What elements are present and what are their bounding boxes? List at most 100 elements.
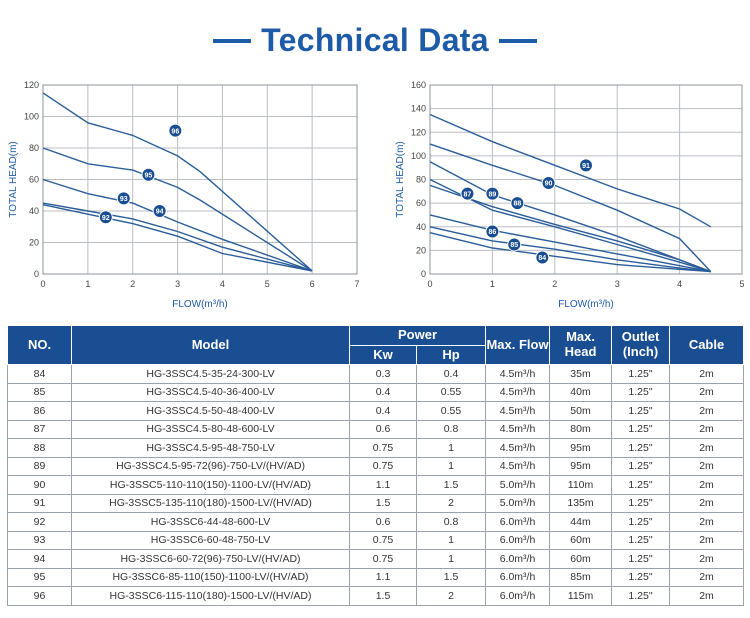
curve-94	[42, 202, 313, 272]
right-y-tick-label: 160	[411, 80, 426, 90]
right-x-tick-label: 3	[615, 279, 620, 289]
table-row: 91 HG-3SSC5-135-110(180)-1500-LV/(HV/AD) 1…	[7, 493, 745, 513]
cell-outlet: 1.25"	[611, 586, 671, 606]
cell-hp: 1.5	[415, 475, 487, 495]
cell-kw: 0.4	[349, 382, 417, 402]
curve-marker-84	[535, 250, 550, 265]
cell-model: HG-3SSC4.5-80-48-600-LV	[71, 419, 350, 439]
left-x-axis-label: FLOW(m³/h)	[172, 299, 228, 310]
cell-no: 95	[7, 567, 72, 587]
right-y-tick-label: 140	[411, 104, 426, 114]
left-y-tick-label: 100	[24, 112, 39, 122]
cell-max-flow: 4.5m³/h	[485, 456, 551, 476]
table-row: 86 HG-3SSC4.5-50-48-400-LV 0.4 0.55 4.5m³/h 5…	[7, 401, 745, 421]
th-outlet: Outlet (Inch)	[611, 325, 671, 365]
th-power: Power	[348, 325, 487, 346]
cell-max-head: 60m	[549, 549, 613, 569]
curve-88	[429, 184, 712, 273]
cell-hp: 2	[415, 586, 487, 606]
table-row: 87 HG-3SSC4.5-80-48-600-LV 0.6 0.8 4.5m³/h 80…	[7, 419, 745, 439]
cell-kw: 0.6	[349, 512, 417, 532]
left-x-tick-label: 1	[85, 279, 90, 289]
cell-model: HG-3SSC4.5-95-72(96)-750-LV/(HV/AD)	[71, 456, 350, 476]
page-title-text: Technical Data	[261, 22, 489, 58]
right-y-tick-label: 120	[411, 127, 426, 137]
curve-label-90: 90	[545, 181, 553, 188]
cell-hp: 1.5	[415, 567, 487, 587]
table-row: 92 HG-3SSC6-44-48-600-LV 0.6 0.8 6.0m³/h 44m 1…	[7, 512, 745, 532]
cell-max-head: 110m	[549, 475, 613, 495]
cell-model: HG-3SSC6-85-110(150)-1100-LV/(HV/AD)	[71, 567, 350, 587]
table-row: 95 HG-3SSC6-85-110(150)-1100-LV/(HV/AD) 1.…	[7, 567, 745, 587]
spec-table: NO. Model Power Max. Flow Max. Head Outl…	[7, 325, 745, 606]
left-y-axis-label: TOTAL HEAD(m)	[8, 141, 19, 217]
cell-kw: 0.75	[349, 456, 417, 476]
left-x-tick-label: 4	[220, 279, 225, 289]
cell-hp: 0.55	[415, 382, 487, 402]
right-x-tick-label: 0	[427, 279, 432, 289]
cell-outlet: 1.25"	[611, 419, 671, 439]
right-x-tick-label: 2	[552, 279, 557, 289]
cell-kw: 1.1	[349, 475, 417, 495]
left-y-tick-label: 0	[34, 269, 39, 279]
curve-label-96: 96	[171, 128, 179, 135]
curve-87	[429, 178, 712, 273]
curve-86	[429, 214, 711, 273]
cell-cable: 2m	[669, 438, 745, 458]
cell-no: 91	[7, 493, 72, 513]
cell-max-head: 60m	[549, 530, 613, 550]
left-x-tick-label: 3	[175, 279, 180, 289]
cell-model: HG-3SSC6-60-48-750-LV	[71, 530, 350, 550]
table-row: 94 HG-3SSC6-60-72(96)-750-LV/(HV/AD) 0.75 1…	[7, 549, 745, 569]
cell-kw: 1.5	[349, 586, 417, 606]
cell-max-head: 80m	[549, 419, 613, 439]
curve-label-92: 92	[102, 215, 110, 222]
curve-label-94: 94	[156, 209, 164, 216]
cell-outlet: 1.25"	[611, 382, 671, 402]
left-y-tick-label: 60	[29, 175, 39, 185]
cell-kw: 0.3	[349, 364, 417, 384]
curve-marker-91	[579, 158, 593, 173]
cell-cable: 2m	[669, 493, 745, 513]
right-y-tick-label: 100	[411, 151, 426, 161]
cell-model: HG-3SSC5-110-110(150)-1100-LV/(HV/AD)	[71, 475, 350, 495]
right-y-tick-label: 20	[416, 245, 426, 255]
cell-hp: 0.4	[415, 364, 487, 384]
left-x-tick-label: 2	[130, 279, 135, 289]
cell-max-flow: 6.0m³/h	[485, 549, 551, 569]
curve-label-84: 84	[538, 255, 546, 262]
cell-outlet: 1.25"	[611, 493, 671, 513]
cell-hp: 2	[415, 493, 487, 513]
table-row: 89 HG-3SSC4.5-95-72(96)-750-LV/(HV/AD) 0.7…	[7, 456, 745, 476]
cell-hp: 0.8	[415, 419, 487, 439]
cell-max-flow: 4.5m³/h	[485, 438, 551, 458]
cell-no: 87	[7, 419, 72, 439]
curve-89	[429, 161, 712, 273]
curve-marker-89	[485, 186, 500, 201]
cell-hp: 0.55	[415, 401, 487, 421]
title-dash-right	[498, 38, 537, 43]
cell-hp: 1	[415, 438, 487, 458]
curve-label-89: 89	[489, 191, 497, 198]
cell-kw: 0.4	[349, 401, 417, 421]
curve-95	[42, 147, 313, 272]
cell-kw: 0.75	[349, 438, 417, 458]
cell-max-head: 95m	[549, 438, 613, 458]
cell-model: HG-3SSC5-135-110(180)-1500-LV/(HV/AD)	[71, 493, 350, 513]
chart-right: 0 1 2 3 4 5 0 20 40 60 80 100 120 140 160 FLOW(m³/h) TOT…	[395, 80, 745, 310]
left-y-tick-label: 20	[29, 238, 39, 248]
left-y-tick-label: 40	[29, 206, 39, 216]
cell-max-flow: 6.0m³/h	[485, 512, 551, 532]
cell-cable: 2m	[669, 382, 745, 402]
curve-label-91: 91	[582, 163, 590, 170]
right-y-axis-label: TOTAL HEAD(m)	[395, 141, 406, 217]
th-model: Model	[71, 325, 350, 365]
cell-cable: 2m	[669, 364, 745, 384]
table-row: 88 HG-3SSC4.5-95-48-750-LV 0.75 1 4.5m³/h 95m…	[7, 438, 745, 458]
cell-kw: 0.75	[349, 530, 417, 550]
cell-hp: 0.8	[415, 512, 487, 532]
left-y-tick-label: 80	[29, 143, 39, 153]
th-cable: Cable	[669, 325, 745, 365]
cell-kw: 1.5	[349, 493, 417, 513]
cell-outlet: 1.25"	[611, 401, 671, 421]
